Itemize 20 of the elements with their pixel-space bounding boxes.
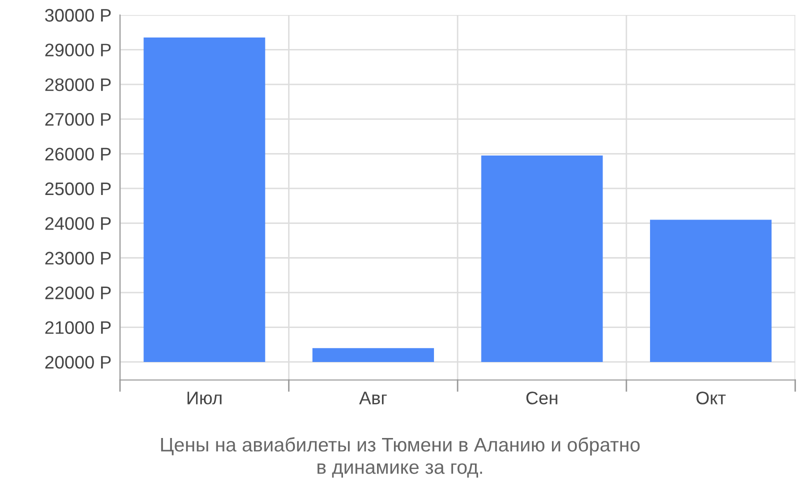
y-tick-label: 30000 Р xyxy=(45,8,111,22)
bar xyxy=(481,156,603,362)
y-tick-label: 21000 Р xyxy=(45,321,111,334)
x-tick-label: Сен xyxy=(526,392,558,404)
bar xyxy=(650,220,772,362)
y-tick-label: 20000 Р xyxy=(45,356,111,369)
bar xyxy=(144,38,266,362)
x-tick-label: Июл xyxy=(188,392,222,404)
y-tick-label: 25000 Р xyxy=(45,182,111,196)
y-tick-label: 28000 Р xyxy=(45,78,111,92)
y-tick-label: 29000 Р xyxy=(45,44,111,56)
x-tick-label: Окт xyxy=(696,392,726,404)
y-tick-label: 26000 Р xyxy=(45,148,111,161)
x-tick-label: Авг xyxy=(359,392,387,404)
y-tick-label: 24000 Р xyxy=(45,217,111,230)
y-tick-label: 23000 Р xyxy=(45,252,111,265)
bar xyxy=(312,348,434,362)
y-tick-label: 27000 Р xyxy=(45,113,111,126)
y-tick-label: 22000 Р xyxy=(45,286,111,300)
text: Цены на авиабилеты из Тюмени в Аланию и обратно в динамике за год. xyxy=(161,437,640,478)
